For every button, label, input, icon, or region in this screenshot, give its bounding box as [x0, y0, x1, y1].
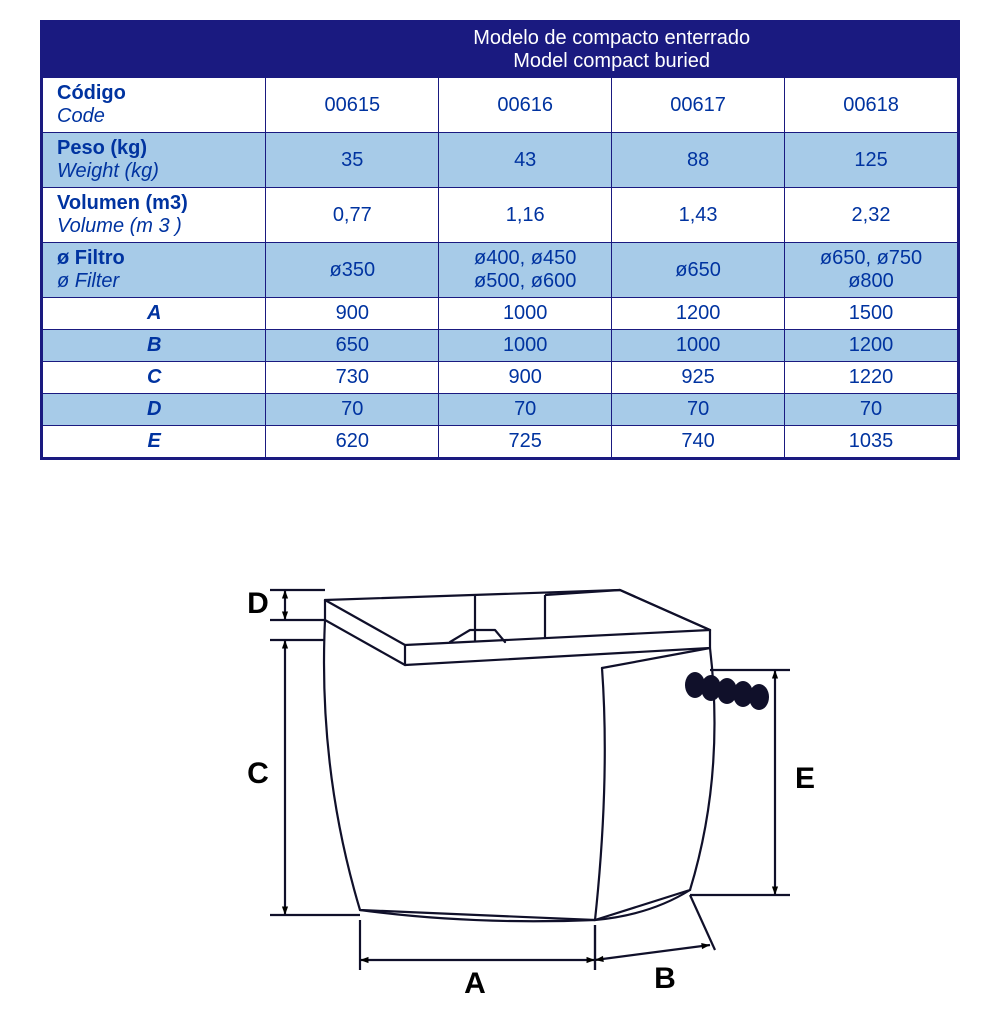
header-title-es: Modelo de compacto enterrado — [473, 27, 750, 49]
cell: ø650 — [612, 243, 785, 298]
cell: 1,43 — [612, 188, 785, 243]
cell: 900 — [439, 362, 612, 394]
svg-text:E: E — [795, 762, 815, 795]
cell: 620 — [266, 426, 439, 459]
svg-text:D: D — [247, 587, 269, 620]
cell: 00615 — [266, 78, 439, 133]
cell: 35 — [266, 133, 439, 188]
cell: ø350 — [266, 243, 439, 298]
cell: 1000 — [612, 330, 785, 362]
header-title-en: Model compact buried — [513, 50, 710, 72]
cell: 00617 — [612, 78, 785, 133]
cell: 00618 — [785, 78, 959, 133]
cell: 730 — [266, 362, 439, 394]
cell: 70 — [439, 394, 612, 426]
cell: 43 — [439, 133, 612, 188]
cell: 125 — [785, 133, 959, 188]
cell: 740 — [612, 426, 785, 459]
spec-table-container: Modelo de compacto enterrado Model compa… — [0, 0, 1000, 460]
row-label: CódigoCode — [42, 78, 266, 133]
cell: 725 — [439, 426, 612, 459]
dim-label-D: D — [42, 394, 266, 426]
svg-text:B: B — [654, 962, 676, 995]
cell: 0,77 — [266, 188, 439, 243]
cell: 1220 — [785, 362, 959, 394]
cell: 1000 — [439, 298, 612, 330]
svg-text:A: A — [464, 967, 486, 1000]
header-blank — [42, 22, 266, 78]
cell: 1500 — [785, 298, 959, 330]
cell: 1000 — [439, 330, 612, 362]
cell: 88 — [612, 133, 785, 188]
cell: 650 — [266, 330, 439, 362]
row-label: Peso (kg)Weight (kg) — [42, 133, 266, 188]
cell: 925 — [612, 362, 785, 394]
cell: 900 — [266, 298, 439, 330]
dim-label-B: B — [42, 330, 266, 362]
cell: 70 — [266, 394, 439, 426]
dim-label-C: C — [42, 362, 266, 394]
header-title: Modelo de compacto enterrado Model compa… — [266, 22, 959, 78]
cell: 2,32 — [785, 188, 959, 243]
dim-label-E: E — [42, 426, 266, 459]
cell: 70 — [785, 394, 959, 426]
spec-table: Modelo de compacto enterrado Model compa… — [40, 20, 960, 460]
cell: 1200 — [612, 298, 785, 330]
cell: 70 — [612, 394, 785, 426]
dimension-diagram: D C E A B — [0, 460, 1000, 1020]
svg-text:C: C — [247, 757, 269, 790]
dim-label-A: A — [42, 298, 266, 330]
cell: 1,16 — [439, 188, 612, 243]
row-label: Volumen (m3)Volume (m 3 ) — [42, 188, 266, 243]
cell: 1035 — [785, 426, 959, 459]
cell: 00616 — [439, 78, 612, 133]
cell: ø400, ø450ø500, ø600 — [439, 243, 612, 298]
row-label: ø Filtroø Filter — [42, 243, 266, 298]
cell: 1200 — [785, 330, 959, 362]
cell: ø650, ø750ø800 — [785, 243, 959, 298]
